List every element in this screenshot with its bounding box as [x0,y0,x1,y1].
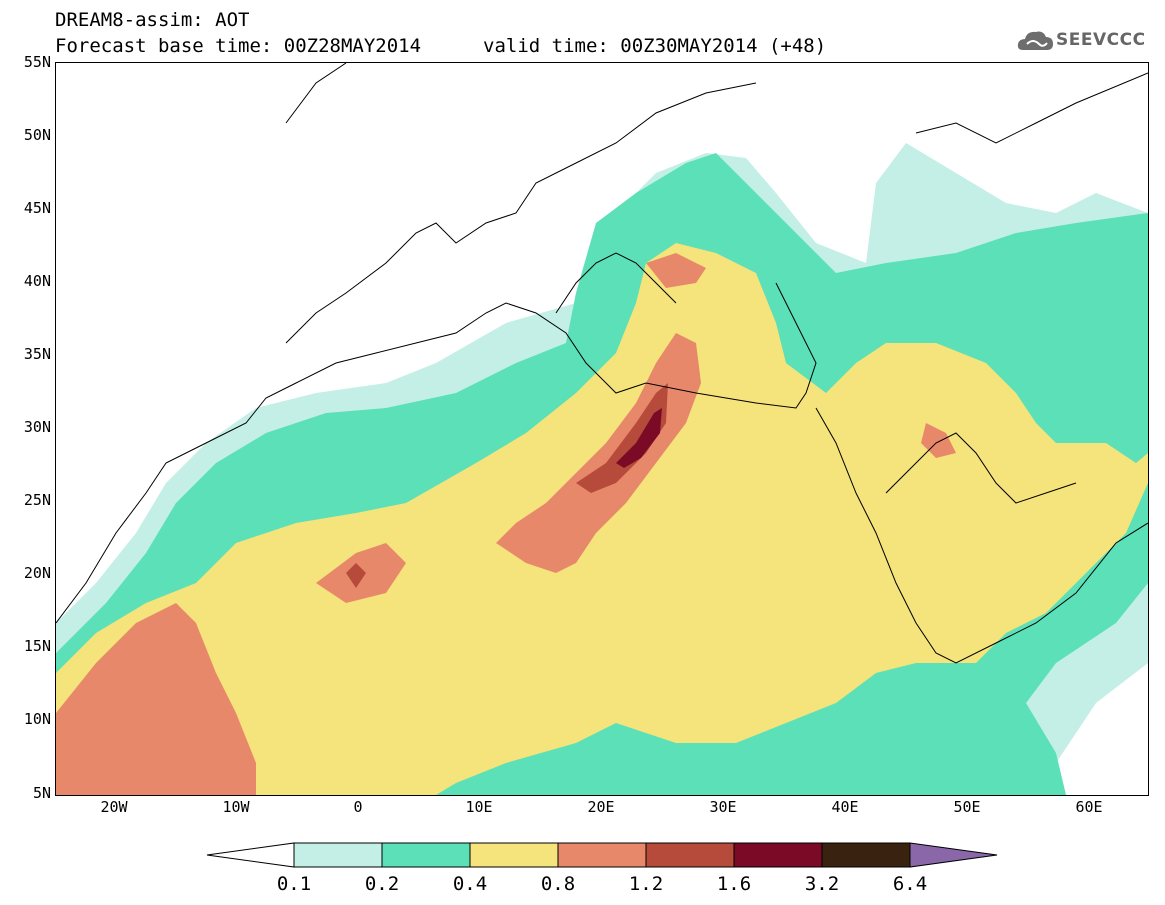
map-title: DREAM8-assim: AOT [55,9,250,31]
aot-contour-0.8 [56,603,256,795]
lon-label: 40E [831,798,859,816]
colorbar-segment [206,842,295,868]
colorbar-segment [645,842,735,868]
colorbar-level-label: 0.4 [452,873,488,895]
colorbar-segment [381,842,471,868]
colorbar-level-label: 3.2 [804,873,840,895]
colorbar-level-label: 0.8 [540,873,576,895]
lon-label: 20E [587,798,615,816]
cloud-logo-icon [1017,31,1053,50]
lat-label: 10N [23,710,51,728]
valid-time: valid time: 00Z30MAY2014 (+48) [483,35,827,57]
lon-label: 10W [222,798,250,816]
aot-map [55,62,1149,796]
lon-label: 10E [465,798,493,816]
lat-label: 15N [23,637,51,655]
forecast-base-time: Forecast base time: 00Z28MAY2014 [55,35,422,57]
aot-contour-0.8 [646,253,706,288]
lat-label: 35N [23,345,51,363]
lat-label: 20N [23,564,51,582]
lon-label: 50E [953,798,981,816]
lon-label: 20W [100,798,128,816]
colorbar-segment [909,842,998,868]
coastlines [56,63,1148,664]
colorbar-segment [733,842,823,868]
lon-label: 60E [1075,798,1103,816]
lat-label: 55N [23,53,51,71]
lon-label: 0 [353,798,363,816]
colorbar-level-label: 0.2 [364,873,400,895]
colorbar-level-label: 6.4 [892,873,928,895]
aot-contour-0.8 [496,333,701,573]
colorbar-segment [293,842,383,868]
lon-label: 30E [709,798,737,816]
lat-label: 50N [23,126,51,144]
colorbar-segment [821,842,911,868]
colorbar-segment [557,842,647,868]
aot-contour-1.6 [616,408,662,468]
colorbar [206,842,998,868]
colorbar-segment [469,842,559,868]
aot-contour-1.2 [576,383,668,493]
lat-label: 45N [23,199,51,217]
lat-label: 30N [23,418,51,436]
lat-label: 25N [23,491,51,509]
colorbar-level-label: 1.6 [716,873,752,895]
lat-label: 40N [23,272,51,290]
colorbar-level-label: 1.2 [628,873,664,895]
aot-contour-1.2 [346,563,366,588]
logo-text: SEEVCCC [1056,30,1146,50]
lat-label: 5N [32,784,51,802]
colorbar-level-label: 0.1 [276,873,312,895]
